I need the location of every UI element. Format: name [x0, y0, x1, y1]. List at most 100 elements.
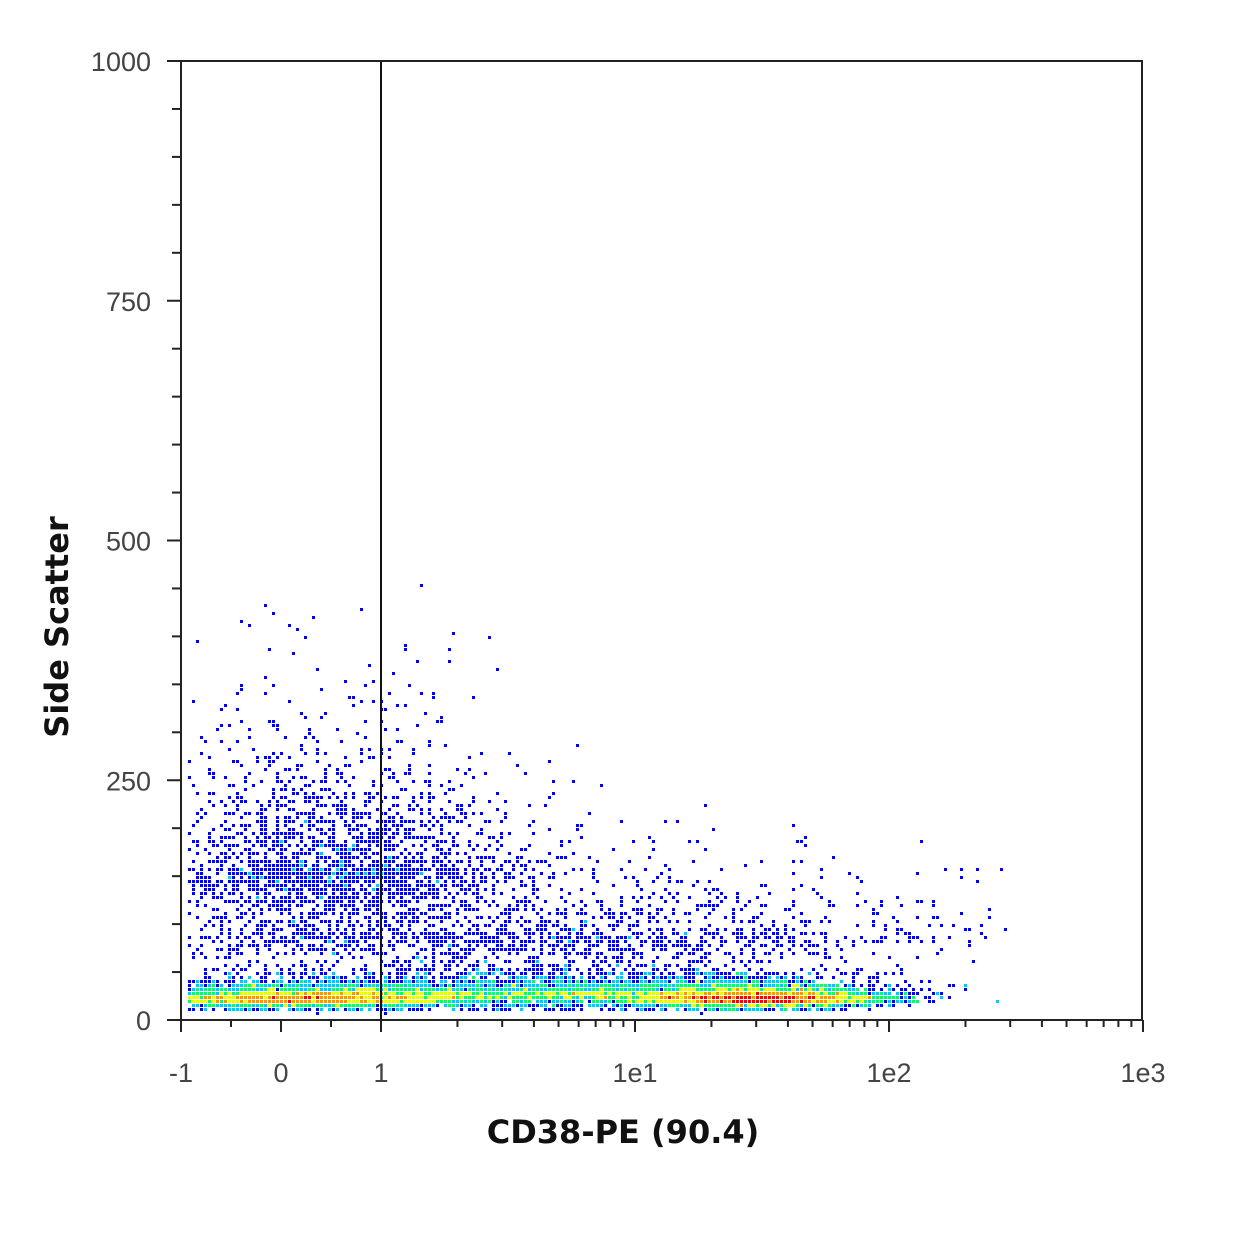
event-dot: [524, 900, 527, 903]
event-dot: [780, 976, 783, 979]
event-dot: [320, 780, 323, 783]
event-dot: [516, 900, 519, 903]
event-dot: [756, 992, 759, 995]
event-dot: [232, 876, 235, 879]
event-dot: [404, 848, 407, 851]
event-dot: [820, 1008, 823, 1011]
event-dot: [520, 848, 523, 851]
event-dot: [936, 952, 939, 955]
event-dot: [316, 800, 319, 803]
event-dot: [500, 868, 503, 871]
event-dot: [628, 988, 631, 991]
event-dot: [452, 816, 455, 819]
event-dot: [264, 828, 267, 831]
event-dot: [796, 992, 799, 995]
event-dot: [752, 916, 755, 919]
event-dot: [724, 952, 727, 955]
event-dot: [236, 888, 239, 891]
event-dot: [820, 896, 823, 899]
event-dot: [536, 912, 539, 915]
event-dot: [236, 856, 239, 859]
event-dot: [416, 1004, 419, 1007]
event-dot: [500, 912, 503, 915]
event-dot: [652, 960, 655, 963]
event-dot: [540, 948, 543, 951]
event-dot: [344, 872, 347, 875]
event-dot: [832, 992, 835, 995]
event-dot: [660, 988, 663, 991]
event-dot: [792, 1000, 795, 1003]
event-dot: [252, 980, 255, 983]
event-dot: [292, 828, 295, 831]
event-dot: [580, 912, 583, 915]
event-dot: [284, 1004, 287, 1007]
event-dot: [468, 932, 471, 935]
event-dot: [612, 988, 615, 991]
event-dot: [428, 792, 431, 795]
event-dot: [588, 992, 591, 995]
event-dot: [756, 980, 759, 983]
event-dot: [448, 944, 451, 947]
event-dot: [860, 992, 863, 995]
event-dot: [748, 1004, 751, 1007]
event-dot: [420, 844, 423, 847]
event-dot: [388, 944, 391, 947]
event-dot: [500, 988, 503, 991]
event-dot: [356, 984, 359, 987]
event-dot: [652, 992, 655, 995]
event-dot: [316, 668, 319, 671]
event-dot: [684, 968, 687, 971]
event-dot: [720, 944, 723, 947]
event-dot: [448, 952, 451, 955]
event-dot: [400, 992, 403, 995]
y-axis-title: Side Scatter: [38, 516, 76, 738]
event-dot: [196, 900, 199, 903]
event-dot: [600, 968, 603, 971]
event-dot: [752, 976, 755, 979]
event-dot: [364, 800, 367, 803]
event-dot: [460, 888, 463, 891]
event-dot: [292, 972, 295, 975]
event-dot: [824, 1000, 827, 1003]
event-dot: [804, 1000, 807, 1003]
event-dot: [440, 988, 443, 991]
event-dot: [236, 972, 239, 975]
event-dot: [368, 864, 371, 867]
event-dot: [304, 872, 307, 875]
event-dot: [460, 820, 463, 823]
event-dot: [368, 908, 371, 911]
event-dot: [320, 804, 323, 807]
event-dot: [464, 900, 467, 903]
event-dot: [408, 920, 411, 923]
event-dot: [236, 944, 239, 947]
event-dot: [736, 996, 739, 999]
event-dot: [192, 996, 195, 999]
event-dot: [616, 976, 619, 979]
event-dot: [444, 1004, 447, 1007]
event-dot: [564, 968, 567, 971]
event-dot: [644, 1000, 647, 1003]
event-dot: [388, 900, 391, 903]
event-dot: [496, 868, 499, 871]
event-dot: [732, 932, 735, 935]
event-dot: [820, 984, 823, 987]
event-dot: [512, 932, 515, 935]
event-dot: [508, 936, 511, 939]
event-dot: [568, 992, 571, 995]
event-dot: [684, 988, 687, 991]
event-dot: [444, 856, 447, 859]
event-dot: [312, 812, 315, 815]
event-dot: [548, 1000, 551, 1003]
event-dot: [236, 832, 239, 835]
event-dot: [428, 996, 431, 999]
event-dot: [228, 1000, 231, 1003]
event-dot: [924, 996, 927, 999]
event-dot: [540, 908, 543, 911]
event-dot: [776, 1004, 779, 1007]
event-dot: [788, 992, 791, 995]
event-dot: [888, 992, 891, 995]
event-dot: [340, 904, 343, 907]
event-dot: [368, 868, 371, 871]
event-dot: [448, 648, 451, 651]
event-dot: [820, 1004, 823, 1007]
